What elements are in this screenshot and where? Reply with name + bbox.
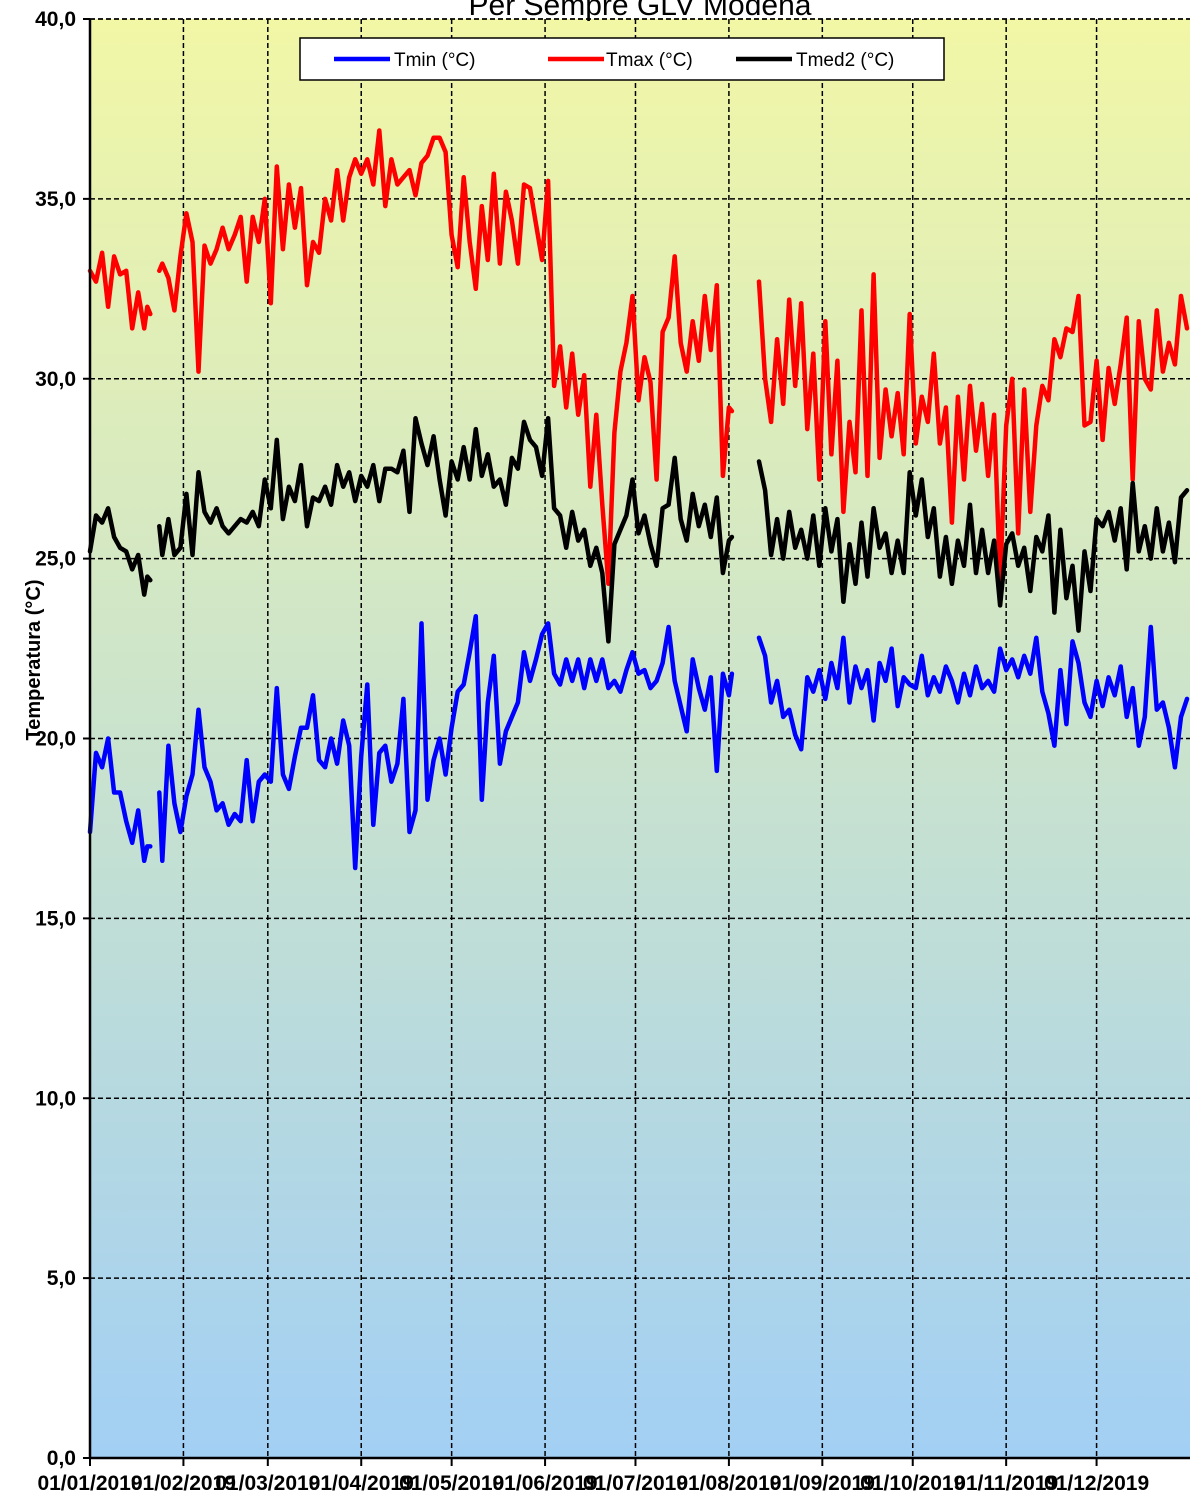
x-tick-label: 01/10/2019 bbox=[860, 1472, 965, 1495]
y-tick-label: 10,0 bbox=[35, 1087, 76, 1110]
series-group bbox=[87, 128, 1190, 871]
y-tick-label: 40,0 bbox=[35, 8, 76, 31]
x-tick-label: 01/07/2019 bbox=[583, 1472, 688, 1495]
x-tick-label: 01/12/2019 bbox=[1044, 1472, 1149, 1495]
series-line-3 bbox=[87, 416, 1190, 644]
chart-title: Per Sempre GLV Modena bbox=[469, 0, 812, 22]
x-tick-label: 01/08/2019 bbox=[676, 1472, 781, 1495]
y-tick-label: 5,0 bbox=[47, 1267, 76, 1290]
series-line-2 bbox=[87, 128, 1190, 587]
series-line-1 bbox=[87, 613, 1190, 871]
legend-label: Tmax (°C) bbox=[606, 50, 693, 71]
x-tick-label: 01/04/2019 bbox=[309, 1472, 414, 1495]
x-tick-label: 01/09/2019 bbox=[770, 1472, 875, 1495]
y-tick-label: 15,0 bbox=[35, 907, 76, 930]
legend: Tmin (°C) Tmax (°C) Tmed2 (°C) bbox=[299, 37, 945, 81]
x-tick-label: 01/05/2019 bbox=[399, 1472, 504, 1495]
x-tick-label: 01/01/2019 bbox=[37, 1472, 142, 1495]
x-tick-label: 01/11/2019 bbox=[954, 1472, 1058, 1495]
axes: 0,0 5,0 10,0 15,0 20,0 25,0 30,0 35,0 40,0 01/01/… bbox=[35, 8, 1190, 1495]
y-tick-label: 20,0 bbox=[35, 728, 76, 751]
y-tick-label: 0,0 bbox=[47, 1447, 76, 1470]
x-tick-label: 01/02/2019 bbox=[131, 1472, 236, 1495]
y-axis-label: Temperatura (°C) bbox=[23, 580, 45, 741]
y-tick-label: 35,0 bbox=[35, 188, 76, 211]
x-tick-label: 01/03/2019 bbox=[215, 1472, 320, 1495]
y-tick-label: 30,0 bbox=[35, 368, 76, 391]
x-tick-label: 01/06/2019 bbox=[493, 1472, 598, 1495]
legend-label: Tmin (°C) bbox=[394, 50, 475, 71]
legend-box bbox=[299, 37, 945, 81]
y-tick-label: 25,0 bbox=[35, 548, 76, 571]
legend-label: Tmed2 (°C) bbox=[796, 50, 894, 71]
